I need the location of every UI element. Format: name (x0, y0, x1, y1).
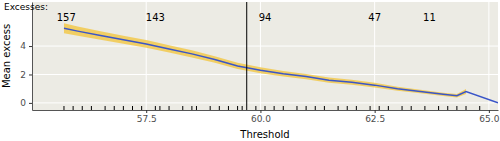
x-tick: 65.0 (479, 110, 499, 124)
excess-count: 143 (146, 12, 165, 23)
rug-tick (63, 106, 64, 110)
x-tick: 57.5 (137, 110, 157, 124)
x-tick-label: 57.5 (137, 114, 157, 124)
rug-tick (283, 106, 284, 110)
x-tick-label: 65.0 (479, 114, 499, 124)
x-tick: 62.5 (365, 110, 385, 124)
x-axis-title: Threshold (239, 129, 289, 140)
grid-line (32, 74, 498, 75)
excesses-label: Excesses: (4, 2, 48, 12)
rug-tick (402, 106, 403, 110)
rug-tick (228, 106, 229, 110)
rug-tick (447, 106, 448, 110)
rug-tick (155, 106, 156, 110)
rug-tick (196, 106, 197, 110)
grid-line (488, 2, 489, 110)
x-tick-label: 62.5 (365, 114, 385, 124)
rug-tick (379, 106, 380, 110)
y-tick-label: 2 (20, 70, 26, 80)
rug-tick (338, 106, 339, 110)
x-tick-mark (489, 110, 490, 113)
rug-tick (141, 106, 142, 110)
y-tick: 0 (20, 98, 32, 108)
rug-tick (424, 106, 425, 110)
plot-panel (32, 2, 498, 110)
x-tick: 60.0 (251, 110, 271, 124)
plot-marks (64, 2, 498, 110)
grid-line (32, 46, 498, 47)
x-tick-label: 60.0 (251, 114, 271, 124)
rug-tick (73, 106, 74, 110)
grid (32, 2, 498, 110)
mean-excess-line (64, 28, 498, 103)
rug-tick (242, 106, 243, 110)
y-tick-mark (29, 74, 32, 75)
rug-tick (456, 106, 457, 110)
rug-tick (114, 106, 115, 110)
rug-tick (191, 106, 192, 110)
y-tick-mark (29, 46, 32, 47)
chart: 57.5 60.0 62.5 65.0 0 2 4 Threshold Mean excess E… (0, 0, 500, 141)
excess-count: 94 (259, 12, 272, 23)
rug-tick (411, 106, 412, 110)
rug-tick (123, 106, 124, 110)
rug-tick (182, 106, 183, 110)
rug-tick (356, 106, 357, 110)
excess-count: 47 (368, 12, 381, 23)
rug-tick (324, 106, 325, 110)
y-tick-mark (29, 103, 32, 104)
rug-tick (438, 106, 439, 110)
y-tick-label: 0 (20, 98, 26, 108)
x-axis: 57.5 60.0 62.5 65.0 (33, 110, 500, 124)
rug-tick (219, 106, 220, 110)
threshold-line (246, 2, 247, 110)
rug-tick (91, 106, 92, 110)
x-axis-line (33, 110, 499, 111)
y-tick: 4 (20, 41, 32, 51)
rug-tick (265, 106, 266, 110)
rug-tick (159, 106, 160, 110)
rug-tick (388, 106, 389, 110)
y-axis-line (32, 3, 33, 111)
confidence-band (64, 23, 466, 97)
rug-tick (237, 106, 238, 110)
x-tick-mark (146, 110, 147, 113)
x-tick-mark (375, 110, 376, 113)
grid-line (32, 102, 498, 103)
rug-tick (132, 106, 133, 110)
y-tick: 2 (20, 70, 32, 80)
rug-tick (315, 106, 316, 110)
y-axis-title: Mean excess (1, 24, 12, 88)
excess-count: 157 (57, 12, 76, 23)
rug-tick (306, 106, 307, 110)
y-tick-label: 4 (20, 41, 26, 51)
rug-tick (370, 106, 371, 110)
rug-tick (296, 106, 297, 110)
excess-count: 11 (423, 12, 436, 23)
rug-tick (466, 106, 467, 110)
rug-tick (169, 106, 170, 110)
rug-tick (255, 106, 256, 110)
rug-tick (105, 106, 106, 110)
rug-tick (479, 106, 480, 110)
x-tick-mark (260, 110, 261, 113)
y-axis: 0 2 4 (20, 3, 32, 111)
rug-tick (347, 106, 348, 110)
rug-tick (274, 106, 275, 110)
rug-tick (82, 106, 83, 110)
rug-tick (210, 106, 211, 110)
